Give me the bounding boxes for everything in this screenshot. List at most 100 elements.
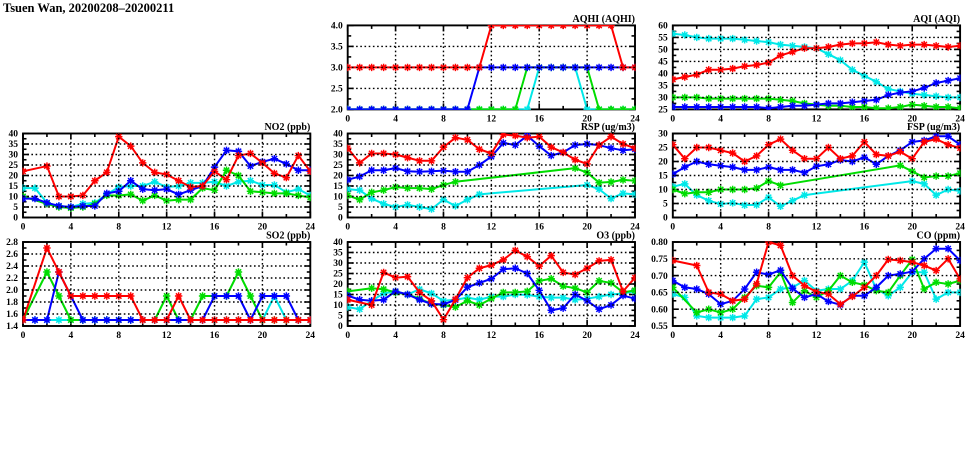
svg-text:24: 24 — [955, 331, 965, 341]
svg-text:2.5: 2.5 — [331, 85, 343, 95]
svg-text:0: 0 — [670, 223, 675, 233]
svg-text:35: 35 — [333, 249, 343, 259]
svg-text:16: 16 — [860, 114, 870, 124]
svg-text:25: 25 — [658, 144, 668, 154]
svg-text:16: 16 — [210, 331, 220, 341]
svg-text:30: 30 — [333, 151, 343, 161]
svg-text:O3 (ppb): O3 (ppb) — [596, 231, 635, 242]
svg-text:4: 4 — [393, 331, 398, 341]
svg-text:35: 35 — [9, 140, 19, 150]
svg-text:8: 8 — [116, 223, 121, 233]
svg-text:3.5: 3.5 — [331, 43, 343, 53]
svg-text:0: 0 — [21, 331, 26, 341]
svg-text:55: 55 — [658, 34, 668, 44]
svg-text:0: 0 — [663, 214, 668, 224]
svg-text:8: 8 — [766, 331, 771, 341]
svg-text:4: 4 — [393, 223, 398, 233]
svg-text:24: 24 — [630, 331, 640, 341]
svg-text:CO (ppm): CO (ppm) — [916, 231, 960, 242]
svg-text:2.6: 2.6 — [6, 250, 18, 260]
svg-text:20: 20 — [582, 331, 592, 341]
svg-text:3.0: 3.0 — [331, 64, 343, 74]
svg-text:8: 8 — [441, 223, 446, 233]
svg-text:12: 12 — [812, 223, 822, 233]
svg-text:AQHI (AQHI): AQHI (AQHI) — [573, 14, 636, 25]
svg-text:4: 4 — [718, 223, 723, 233]
svg-text:5: 5 — [338, 312, 343, 322]
svg-text:4: 4 — [69, 331, 74, 341]
svg-text:0.75: 0.75 — [651, 255, 668, 265]
svg-text:24: 24 — [955, 223, 965, 233]
svg-text:12: 12 — [812, 331, 822, 341]
svg-text:30: 30 — [333, 259, 343, 269]
svg-text:50: 50 — [658, 46, 668, 56]
svg-text:2.0: 2.0 — [331, 106, 343, 116]
svg-text:16: 16 — [860, 223, 870, 233]
svg-text:RSP (ug/m3): RSP (ug/m3) — [581, 122, 635, 133]
svg-text:0: 0 — [13, 214, 18, 224]
svg-text:10: 10 — [333, 301, 343, 311]
svg-text:15: 15 — [333, 182, 343, 192]
svg-text:10: 10 — [333, 193, 343, 203]
svg-text:NO2 (ppb): NO2 (ppb) — [264, 122, 310, 133]
svg-text:20: 20 — [907, 331, 917, 341]
svg-text:35: 35 — [333, 140, 343, 150]
svg-text:25: 25 — [658, 106, 668, 116]
svg-text:24: 24 — [306, 331, 316, 341]
svg-text:4.0: 4.0 — [331, 22, 343, 32]
svg-text:2.0: 2.0 — [6, 286, 18, 296]
svg-text:24: 24 — [955, 114, 965, 124]
svg-text:25: 25 — [333, 270, 343, 280]
svg-text:16: 16 — [860, 331, 870, 341]
svg-text:15: 15 — [9, 182, 19, 192]
svg-text:AQI (AQI): AQI (AQI) — [913, 14, 960, 25]
svg-text:20: 20 — [333, 172, 343, 182]
svg-text:15: 15 — [658, 172, 668, 182]
svg-text:16: 16 — [534, 223, 544, 233]
svg-text:12: 12 — [487, 223, 497, 233]
svg-text:45: 45 — [658, 58, 668, 68]
svg-text:0.60: 0.60 — [651, 305, 668, 315]
svg-text:5: 5 — [338, 203, 343, 213]
svg-text:15: 15 — [333, 291, 343, 301]
svg-text:20: 20 — [582, 114, 592, 124]
svg-text:10: 10 — [9, 193, 19, 203]
svg-text:2.2: 2.2 — [6, 274, 18, 284]
svg-text:16: 16 — [210, 223, 220, 233]
svg-text:1.6: 1.6 — [6, 310, 18, 320]
svg-text:20: 20 — [907, 114, 917, 124]
svg-text:16: 16 — [534, 114, 544, 124]
svg-text:40: 40 — [658, 70, 668, 80]
svg-text:12: 12 — [162, 331, 172, 341]
svg-text:0.70: 0.70 — [651, 272, 668, 282]
svg-text:0: 0 — [345, 114, 350, 124]
svg-text:5: 5 — [13, 203, 18, 213]
svg-text:0: 0 — [670, 114, 675, 124]
svg-text:10: 10 — [658, 186, 668, 196]
svg-text:2.4: 2.4 — [6, 262, 18, 272]
svg-text:1.4: 1.4 — [6, 322, 18, 332]
svg-text:12: 12 — [487, 331, 497, 341]
svg-text:4: 4 — [718, 114, 723, 124]
svg-text:4: 4 — [718, 331, 723, 341]
svg-text:20: 20 — [258, 223, 268, 233]
svg-text:40: 40 — [333, 130, 343, 140]
svg-text:0: 0 — [345, 223, 350, 233]
svg-text:25: 25 — [333, 161, 343, 171]
svg-text:4: 4 — [393, 114, 398, 124]
svg-text:35: 35 — [658, 82, 668, 92]
svg-text:20: 20 — [258, 331, 268, 341]
svg-text:8: 8 — [766, 223, 771, 233]
svg-text:0: 0 — [345, 331, 350, 341]
svg-text:30: 30 — [9, 151, 19, 161]
svg-text:12: 12 — [487, 114, 497, 124]
svg-text:4: 4 — [69, 223, 74, 233]
svg-text:0: 0 — [670, 331, 675, 341]
svg-text:25: 25 — [9, 161, 19, 171]
svg-text:40: 40 — [333, 238, 343, 248]
svg-text:30: 30 — [658, 130, 668, 140]
svg-text:60: 60 — [658, 22, 668, 32]
svg-text:1.8: 1.8 — [6, 298, 18, 308]
svg-text:24: 24 — [630, 223, 640, 233]
svg-text:20: 20 — [9, 172, 19, 182]
